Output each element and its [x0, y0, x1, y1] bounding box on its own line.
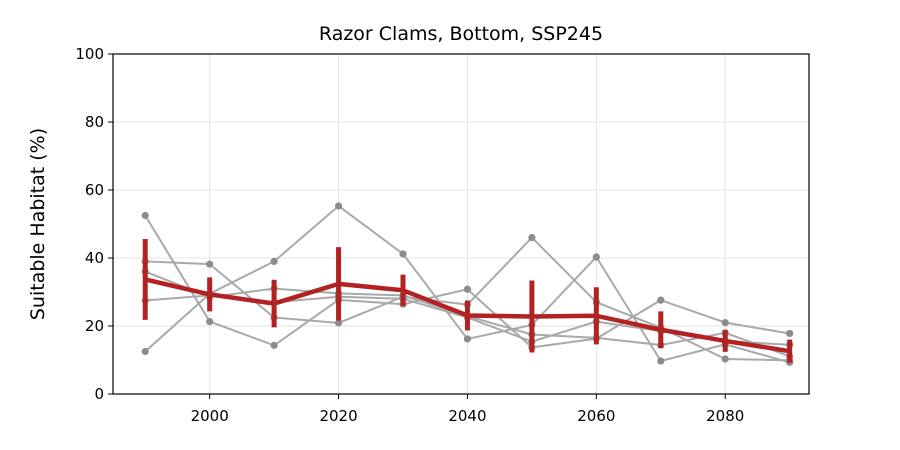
plot-frame [112, 53, 810, 395]
member-point [463, 285, 472, 293]
member-point [721, 355, 729, 363]
chart-title: Razor Clams, Bottom, SSP245 [319, 23, 603, 45]
member-point [657, 357, 665, 365]
mean-series [142, 238, 793, 363]
y-tick-label: 20 [85, 317, 104, 335]
member-point [334, 319, 343, 327]
member-point [528, 234, 536, 242]
member-point [270, 257, 278, 265]
gridlines [113, 53, 809, 395]
y-axis-ticks: 0 20 40 60 80 100 [75, 45, 113, 403]
member-point [334, 202, 343, 210]
member-point [141, 211, 149, 220]
member-point [206, 260, 214, 268]
member-point [592, 253, 600, 261]
x-tick-label: 2060 [577, 407, 615, 425]
member-point [206, 317, 214, 326]
member-point [786, 329, 794, 338]
member-point [463, 335, 472, 343]
x-tick-label: 2020 [319, 407, 357, 425]
y-tick-label: 100 [75, 45, 104, 63]
y-tick-label: 40 [85, 249, 104, 267]
member-point [141, 347, 149, 356]
member-point [721, 319, 729, 327]
y-axis-label: Suitable Habitat (%) [27, 128, 49, 320]
y-tick-label: 80 [85, 113, 104, 131]
y-tick-label: 0 [94, 385, 104, 403]
member-point [270, 341, 278, 349]
member-point [657, 296, 665, 304]
member-point [399, 250, 407, 258]
x-tick-label: 2080 [706, 407, 744, 425]
x-tick-label: 2000 [191, 407, 229, 425]
y-tick-label: 60 [85, 181, 104, 199]
x-tick-label: 2040 [448, 407, 486, 425]
x-axis-ticks: 2000 2020 2040 2060 2080 [191, 394, 744, 425]
mean-line [142, 277, 792, 354]
